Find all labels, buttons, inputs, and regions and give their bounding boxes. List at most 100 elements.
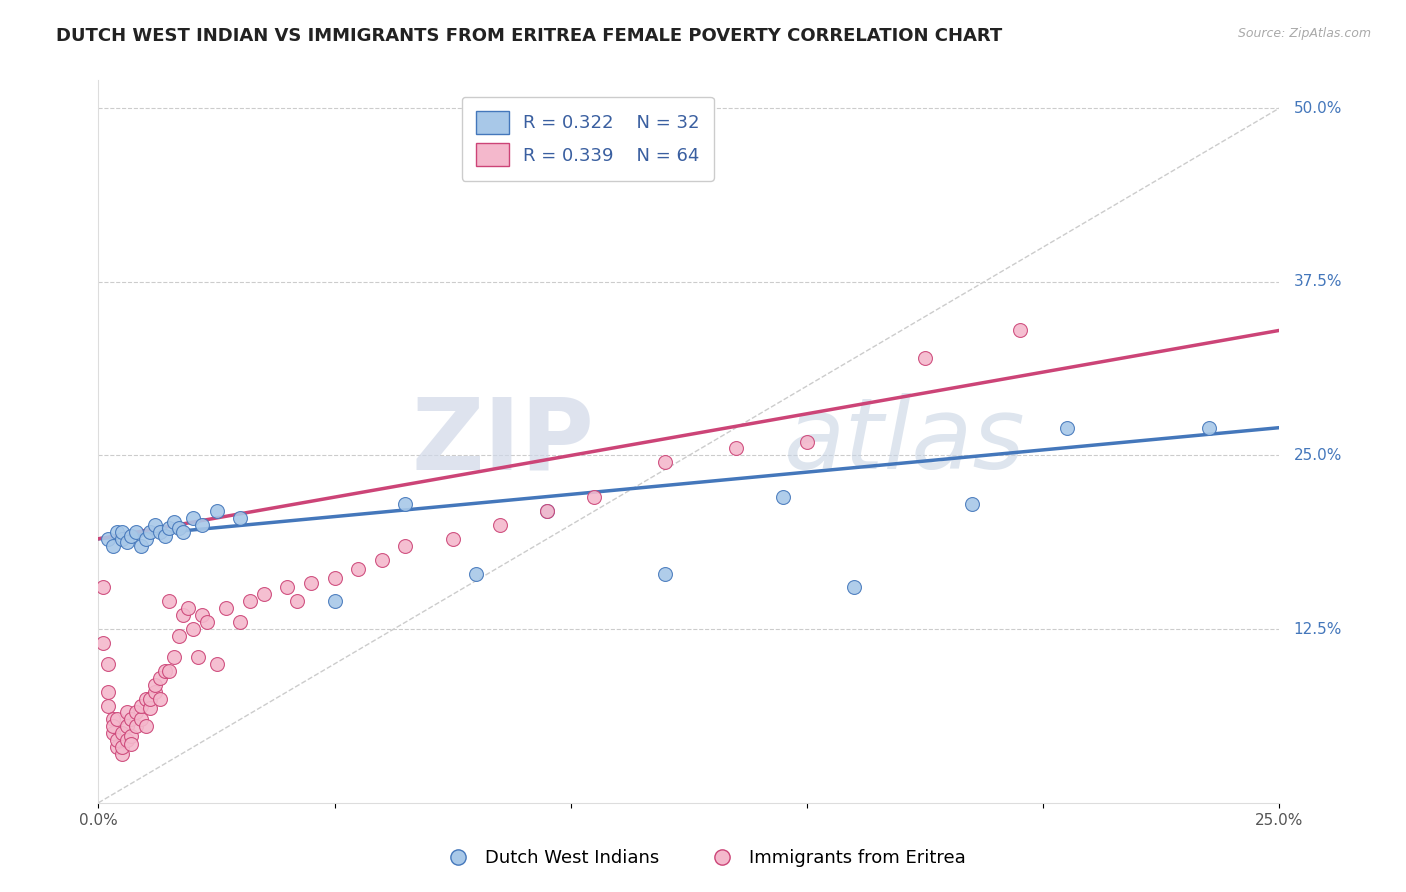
Point xyxy=(125,706,148,720)
Point xyxy=(105,713,128,727)
Point xyxy=(157,594,180,608)
Point xyxy=(101,713,124,727)
Point xyxy=(1198,420,1220,434)
Point xyxy=(143,684,166,698)
Point xyxy=(149,691,172,706)
Point xyxy=(323,594,346,608)
Point xyxy=(323,571,346,585)
Point xyxy=(962,497,984,511)
Point xyxy=(205,657,228,671)
Point xyxy=(97,698,120,713)
Point xyxy=(725,442,748,456)
Text: ZIP: ZIP xyxy=(412,393,595,490)
Point xyxy=(149,524,172,539)
Point xyxy=(149,671,172,685)
Point xyxy=(191,517,214,532)
Point xyxy=(91,581,114,595)
Point xyxy=(253,587,276,601)
Point xyxy=(654,566,676,581)
Point xyxy=(111,740,134,755)
Point xyxy=(844,581,866,595)
Point xyxy=(654,455,676,469)
Point xyxy=(97,684,120,698)
Point xyxy=(465,566,488,581)
Point xyxy=(1008,323,1031,337)
Point xyxy=(371,552,394,566)
Point xyxy=(172,608,194,623)
Point xyxy=(229,615,252,630)
Point xyxy=(101,539,124,553)
Text: 37.5%: 37.5% xyxy=(1294,274,1343,289)
Point xyxy=(181,511,204,525)
Point xyxy=(115,733,138,747)
Point xyxy=(139,691,162,706)
Point xyxy=(115,534,138,549)
Point xyxy=(163,649,186,664)
Legend: Dutch West Indians, Immigrants from Eritrea: Dutch West Indians, Immigrants from Erit… xyxy=(433,842,973,874)
Point xyxy=(394,539,416,553)
Point xyxy=(143,678,166,692)
Point xyxy=(143,517,166,532)
Text: DUTCH WEST INDIAN VS IMMIGRANTS FROM ERITREA FEMALE POVERTY CORRELATION CHART: DUTCH WEST INDIAN VS IMMIGRANTS FROM ERI… xyxy=(56,27,1002,45)
Legend: R = 0.322    N = 32, R = 0.339    N = 64: R = 0.322 N = 32, R = 0.339 N = 64 xyxy=(461,96,714,181)
Point xyxy=(115,706,138,720)
Point xyxy=(125,719,148,733)
Point xyxy=(139,524,162,539)
Text: 25.0%: 25.0% xyxy=(1294,448,1341,463)
Point xyxy=(135,691,157,706)
Point xyxy=(772,490,794,504)
Point xyxy=(129,698,152,713)
Point xyxy=(394,497,416,511)
Point xyxy=(489,517,512,532)
Point xyxy=(97,657,120,671)
Point xyxy=(153,664,176,678)
Point xyxy=(97,532,120,546)
Point xyxy=(195,615,218,630)
Text: 50.0%: 50.0% xyxy=(1294,101,1341,116)
Text: 12.5%: 12.5% xyxy=(1294,622,1341,637)
Point xyxy=(285,594,308,608)
Point xyxy=(181,622,204,636)
Point xyxy=(536,504,558,518)
Point xyxy=(139,701,162,715)
Point xyxy=(167,629,190,643)
Text: Source: ZipAtlas.com: Source: ZipAtlas.com xyxy=(1237,27,1371,40)
Point xyxy=(796,434,818,449)
Point xyxy=(276,581,298,595)
Point xyxy=(205,504,228,518)
Point xyxy=(215,601,238,615)
Point xyxy=(299,576,322,591)
Point xyxy=(172,524,194,539)
Point xyxy=(111,726,134,740)
Point xyxy=(115,719,138,733)
Point xyxy=(91,636,114,650)
Point xyxy=(191,608,214,623)
Point xyxy=(101,719,124,733)
Point xyxy=(536,504,558,518)
Point xyxy=(135,719,157,733)
Point xyxy=(153,529,176,543)
Point xyxy=(121,529,143,543)
Point xyxy=(105,524,128,539)
Point xyxy=(121,729,143,743)
Point xyxy=(583,490,606,504)
Point xyxy=(111,532,134,546)
Point xyxy=(125,524,148,539)
Point xyxy=(187,649,209,664)
Point xyxy=(105,733,128,747)
Point xyxy=(914,351,936,366)
Point xyxy=(101,726,124,740)
Point xyxy=(347,562,370,576)
Point xyxy=(135,532,157,546)
Text: atlas: atlas xyxy=(783,393,1025,490)
Point xyxy=(157,521,180,535)
Point xyxy=(121,738,143,752)
Point xyxy=(229,511,252,525)
Point xyxy=(129,713,152,727)
Point xyxy=(111,747,134,761)
Point xyxy=(163,515,186,529)
Point xyxy=(441,532,464,546)
Point xyxy=(167,521,190,535)
Point xyxy=(157,664,180,678)
Point xyxy=(239,594,262,608)
